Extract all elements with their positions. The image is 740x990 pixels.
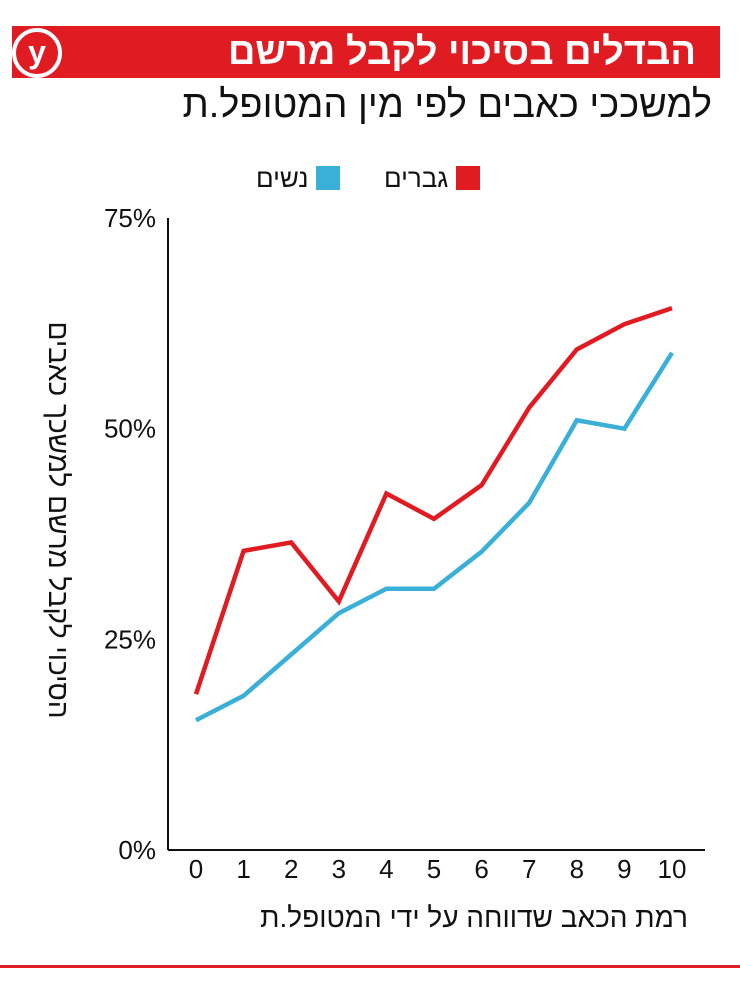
brand-logo: y xyxy=(12,28,62,78)
x-axis-label: רמת הכאב שדווחה על ידי המטופל.ת xyxy=(260,902,688,933)
y-tick-label: 25% xyxy=(104,624,156,654)
legend-item-women: נשים xyxy=(256,162,341,193)
x-tick-label: 7 xyxy=(522,854,536,884)
legend-label-women: נשים xyxy=(256,162,309,193)
x-tick-label: 6 xyxy=(474,854,488,884)
chart-subtitle: למשככי כאבים לפי מין המטופל.ת xyxy=(182,84,712,126)
x-tick-label: 3 xyxy=(332,854,346,884)
x-tick-label: 4 xyxy=(379,854,393,884)
series-line-women xyxy=(194,351,674,723)
legend-item-men: גברים xyxy=(384,162,481,193)
legend-swatch-women xyxy=(316,166,341,190)
x-tick-label: 10 xyxy=(658,854,687,884)
y-tick-label: 0% xyxy=(118,835,156,865)
x-tick-label: 2 xyxy=(284,854,298,884)
bottom-rule xyxy=(0,965,740,968)
legend-label-men: גברים xyxy=(384,162,449,193)
x-tick-label: 8 xyxy=(570,854,584,884)
title-banner: הבדלים בסיכוי לקבל מרשם xyxy=(12,26,720,78)
x-tick-label: 5 xyxy=(427,854,441,884)
series-line-men xyxy=(193,306,673,695)
legend-swatch-men xyxy=(456,166,481,190)
x-tick-label: 1 xyxy=(236,854,250,884)
x-tick-label: 9 xyxy=(617,854,631,884)
y-tick-label: 75% xyxy=(104,203,156,233)
chart-title: הבדלים בסיכוי לקבל מרשם xyxy=(227,31,696,73)
y-tick-label: 50% xyxy=(104,414,156,444)
x-tick-label: 0 xyxy=(189,854,203,884)
